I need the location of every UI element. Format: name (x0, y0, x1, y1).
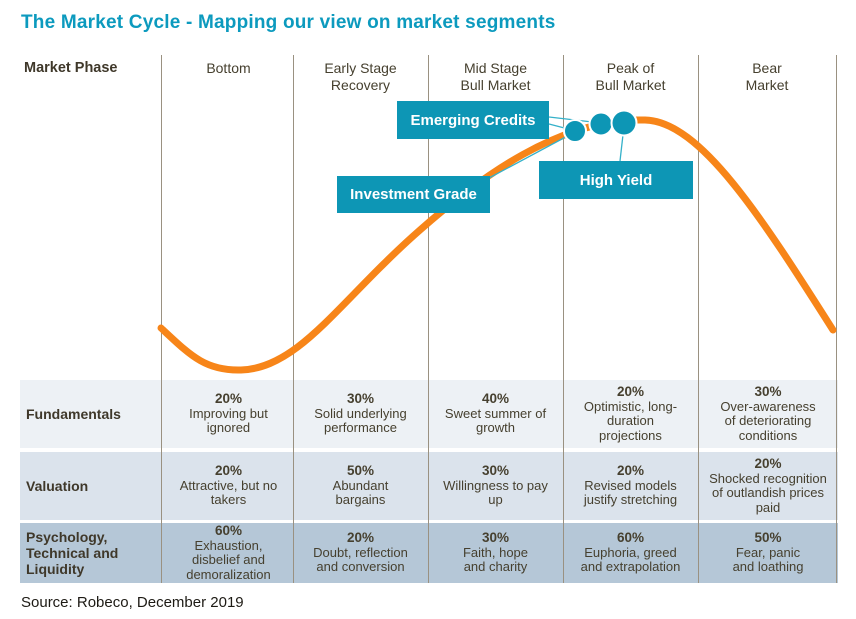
cell-fundamentals-mid-stage: 40% Sweet summer of growth (428, 380, 563, 448)
connector-high-yield (619, 125, 625, 162)
cell-description: Improving but ignored (189, 405, 268, 436)
cell-percent: 20% (616, 463, 645, 479)
cell-percent: 20% (346, 530, 375, 546)
page-title: The Market Cycle - Mapping our view on m… (21, 12, 556, 33)
cell-percent: 30% (346, 391, 375, 407)
cell-description: Shocked recognition of outlandish prices… (709, 470, 827, 515)
cell-description: Fear, panic and loathing (732, 544, 804, 575)
label-emerging-credits: Emerging Credits (397, 101, 549, 139)
cell-valuation-peak: 20% Revised models justify stretching (563, 452, 698, 520)
table-row-psychology: Psychology, Technical and Liquidity 60% … (20, 523, 838, 583)
cell-valuation-bottom: 20% Attractive, but no takers (161, 452, 296, 520)
marker-dot-investment-grade (563, 119, 587, 143)
row-label: Valuation (26, 478, 89, 494)
phase-header-bottom: Bottom (206, 60, 251, 76)
gridline (293, 55, 294, 583)
row-label: Fundamentals (26, 406, 121, 422)
cell-description: Doubt, reflection and conversion (313, 544, 408, 575)
cell-description: Euphoria, greed and extrapolation (580, 544, 681, 575)
cell-fundamentals-bottom: 20% Improving but ignored (161, 380, 296, 448)
cell-description: Sweet summer of growth (444, 405, 547, 436)
cell-description: Revised models justify stretching (583, 477, 678, 508)
cell-percent: 30% (481, 530, 510, 546)
row-label: Psychology, Technical and Liquidity (26, 529, 119, 577)
label-high-yield: High Yield (539, 161, 693, 199)
cell-psychology-bear: 50% Fear, panic and loathing (698, 523, 838, 583)
cell-fundamentals-peak: 20% Optimistic, long- duration projectio… (563, 380, 698, 448)
cell-description: Over-awareness of deteriorating conditio… (720, 398, 816, 443)
cell-percent: 30% (754, 384, 782, 399)
cell-fundamentals-early-recovery: 30% Solid underlying performance (293, 380, 428, 448)
cell-description: Optimistic, long- duration projections (583, 398, 678, 443)
cell-description: Attractive, but no takers (179, 477, 278, 508)
cell-description: Faith, hope and charity (462, 544, 529, 575)
cell-psychology-early-recovery: 20% Doubt, reflection and conversion (293, 523, 428, 583)
source-note: Source: Robeco, December 2019 (21, 594, 244, 611)
cell-percent: 60% (616, 530, 645, 546)
cell-percent: 20% (754, 456, 782, 471)
cell-valuation-mid-stage: 30% Willingness to pay up (428, 452, 563, 520)
label-investment-grade: Investment Grade (337, 176, 490, 213)
cell-valuation-early-recovery: 50% Abundant bargains (293, 452, 428, 520)
cell-percent: 20% (616, 384, 645, 399)
header-market-phase: Market Phase (24, 60, 118, 76)
cell-percent: 50% (346, 463, 375, 479)
cell-valuation-bear: 20% Shocked recognition of outlandish pr… (698, 452, 838, 520)
table-row-valuation: Valuation 20% Attractive, but no takers … (20, 452, 838, 520)
cell-fundamentals-bear: 30% Over-awareness of deteriorating cond… (698, 380, 838, 448)
phase-header-bear-market: Bear Market (745, 60, 789, 93)
cell-percent: 30% (481, 463, 510, 479)
gridline (161, 55, 162, 583)
market-cycle-curve (157, 116, 837, 374)
cell-percent: 20% (214, 463, 243, 479)
cell-psychology-mid-stage: 30% Faith, hope and charity (428, 523, 563, 583)
phase-header-mid-stage-bull-market: Mid Stage Bull Market (460, 60, 531, 93)
cell-percent: 40% (481, 391, 510, 407)
phase-header-early-stage-recovery: Early Stage Recovery (324, 60, 397, 93)
gridline (836, 55, 837, 583)
cell-description: Exhaustion, disbelief and demoralization (186, 537, 271, 582)
phase-header-peak-of-bull-market: Peak of Bull Market (595, 60, 666, 93)
cell-description: Abundant bargains (332, 477, 389, 508)
connector-emerging-credits (548, 116, 602, 124)
cell-percent: 60% (214, 523, 243, 538)
cell-description: Willingness to pay up (443, 477, 548, 508)
cell-description: Solid underlying performance (314, 405, 407, 436)
table-row-fundamentals: Fundamentals 20% Improving but ignored 3… (20, 380, 838, 448)
cell-psychology-bottom: 60% Exhaustion, disbelief and demoraliza… (161, 523, 296, 583)
gridline (698, 55, 699, 583)
marker-dot-emerging-credits (588, 111, 614, 137)
cell-percent: 20% (214, 391, 243, 407)
cell-percent: 50% (754, 530, 782, 546)
gridline (563, 55, 564, 583)
marker-dot-high-yield (610, 109, 638, 137)
cell-psychology-peak: 60% Euphoria, greed and extrapolation (563, 523, 698, 583)
